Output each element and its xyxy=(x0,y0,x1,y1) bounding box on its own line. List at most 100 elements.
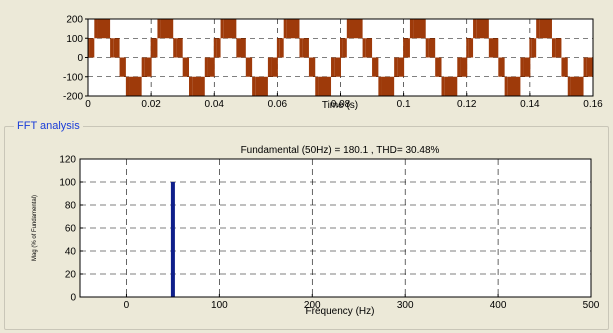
time-xtick-label: 0.02 xyxy=(141,99,161,110)
waveform-segment xyxy=(239,38,246,58)
fft-ytick-label: 60 xyxy=(65,224,77,235)
waveform-segment xyxy=(435,57,442,77)
waveform-segment xyxy=(468,38,474,58)
waveform-segment xyxy=(405,38,410,58)
time-ytick-label: 200 xyxy=(66,15,83,26)
time-xtick-label: 0 xyxy=(85,99,91,110)
waveform-segment xyxy=(97,19,111,39)
waveform-segment xyxy=(413,19,426,39)
waveform-segment xyxy=(207,57,215,77)
waveform-segment xyxy=(245,57,253,77)
waveform-segment xyxy=(277,38,280,58)
fft-ytick-label: 20 xyxy=(65,270,77,281)
waveform-segment xyxy=(460,57,467,77)
waveform-segment xyxy=(189,76,193,96)
fft-xtick-label: 400 xyxy=(490,300,507,311)
waveform-segment xyxy=(507,76,521,96)
waveform-segment xyxy=(349,19,363,39)
time-xtick-label: 0.16 xyxy=(583,99,603,110)
time-xtick-label: 0.08 xyxy=(331,99,351,110)
waveform-segment xyxy=(583,57,587,77)
waveform-segment xyxy=(362,38,366,58)
waveform-segment xyxy=(365,38,373,58)
waveform-segment xyxy=(216,38,221,58)
waveform-segment xyxy=(214,38,217,58)
waveform-segment xyxy=(531,38,537,58)
time-plot: 200 100 0 -100 -200 0 0.02 0.04 0.06 0.08 0.1 0.12… xyxy=(63,15,603,112)
fft-xtick-label: 500 xyxy=(583,300,600,311)
waveform-segment xyxy=(539,19,552,39)
waveform-segment xyxy=(182,57,189,77)
time-xtick-label: 0.06 xyxy=(268,99,288,110)
waveform-segment xyxy=(113,38,120,58)
fft-xtick-label: 0 xyxy=(124,300,130,311)
waveform-segment xyxy=(173,38,177,58)
waveform-segment xyxy=(129,76,142,96)
waveform-segment xyxy=(331,57,335,77)
waveform-segment xyxy=(394,57,398,77)
waveform-segment xyxy=(488,38,492,58)
waveform-segment xyxy=(441,76,445,96)
waveform-segment xyxy=(466,38,469,58)
time-ytick-label: -100 xyxy=(63,72,83,83)
waveform-segment xyxy=(153,38,158,58)
waveform-segment xyxy=(498,57,505,77)
time-ytick-label: -200 xyxy=(63,92,83,103)
waveform-segment xyxy=(318,76,332,96)
waveform-segment xyxy=(302,38,309,58)
waveform-segment xyxy=(555,38,562,58)
time-ytick-label: 100 xyxy=(66,34,83,45)
waveform-segment xyxy=(220,19,224,39)
waveform-segment xyxy=(492,38,499,58)
fft-ytick-label: 100 xyxy=(59,178,76,189)
waveform-segment xyxy=(561,57,568,77)
waveform-segment xyxy=(144,57,152,77)
waveform-segment xyxy=(428,38,436,58)
waveform-segment xyxy=(125,76,130,96)
waveform-segment xyxy=(110,38,114,58)
waveform-segment xyxy=(88,38,90,58)
waveform-segment xyxy=(308,57,316,77)
waveform-segment xyxy=(425,38,429,58)
waveform-segment xyxy=(204,57,208,77)
waveform-segment xyxy=(567,76,571,96)
waveform-segment xyxy=(551,38,556,58)
waveform-segment xyxy=(381,76,395,96)
waveform-segment xyxy=(151,38,154,58)
waveform-segment xyxy=(529,38,532,58)
waveform-segment xyxy=(586,57,593,77)
waveform-segment xyxy=(334,57,341,77)
waveform-segment xyxy=(255,76,268,96)
time-xtick-label: 0.14 xyxy=(520,99,540,110)
waveform-segment xyxy=(340,38,343,58)
waveform-segment xyxy=(473,19,477,39)
waveform-segment xyxy=(457,57,461,77)
waveform-segment xyxy=(252,76,256,96)
waveform-segment xyxy=(397,57,404,77)
waveform-segment xyxy=(160,19,174,39)
waveform-segment xyxy=(279,38,284,58)
fft-analysis-frame xyxy=(4,126,609,330)
waveform-segment xyxy=(94,19,98,39)
time-xlabel: Time (s) xyxy=(322,100,358,111)
waveform-segment xyxy=(378,76,382,96)
waveform-segment xyxy=(409,19,414,39)
waveform-segment xyxy=(283,19,287,39)
fft-xtick-label: 300 xyxy=(397,300,414,311)
fft-ytick-label: 120 xyxy=(59,155,76,166)
waveform-segment xyxy=(403,38,406,58)
waveform-segment xyxy=(223,19,237,39)
waveform-segment xyxy=(271,57,278,77)
waveform-segment xyxy=(119,57,126,77)
fft-xlabel: Frequency (Hz) xyxy=(306,306,375,317)
time-xtick-label: 0.12 xyxy=(457,99,477,110)
waveform-segment xyxy=(267,57,272,77)
fft-analysis-title: FFT analysis xyxy=(14,121,83,132)
waveform-segment xyxy=(444,76,458,96)
fft-ylabel: Mag (% of Fundamental) xyxy=(32,195,38,261)
fft-xtick-label: 200 xyxy=(304,300,321,311)
fft-ytick-label: 40 xyxy=(65,247,77,258)
fft-plot: Fundamental (50Hz) = 180.1 , THD= 30.48%… xyxy=(32,145,600,317)
waveform-segment xyxy=(236,38,240,58)
